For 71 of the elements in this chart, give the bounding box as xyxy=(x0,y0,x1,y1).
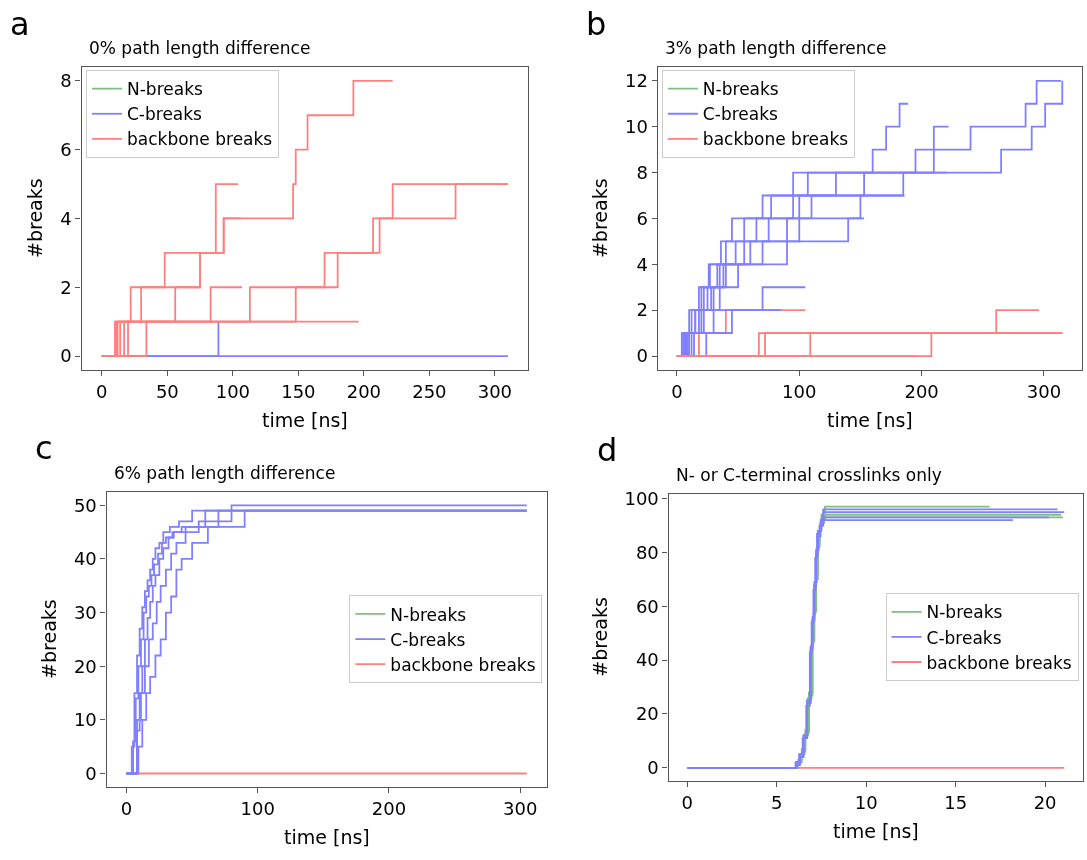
legend-label: N-breaks xyxy=(702,79,779,100)
chart-title: 6% path length difference xyxy=(114,463,336,483)
legend-label: backbone breaks xyxy=(390,654,536,675)
y-tick-label: 2 xyxy=(636,299,648,321)
x-tick-label: 15 xyxy=(944,791,968,813)
x-tick-label: 200 xyxy=(904,380,939,402)
text: a xyxy=(10,5,30,43)
x-tick-label: 300 xyxy=(503,797,538,819)
legend-label: C-breaks xyxy=(926,627,1002,648)
y-tick-label: 40 xyxy=(635,649,659,671)
x-tick-label: 300 xyxy=(1026,380,1062,402)
legend-label: N-breaks xyxy=(390,604,467,625)
y-tick-label: 80 xyxy=(635,541,659,563)
y-tick-label: 0 xyxy=(636,345,648,367)
x-tick-label: 100 xyxy=(782,380,817,402)
x-axis-title: time [ns] xyxy=(833,820,919,842)
text: b xyxy=(586,5,607,43)
x-axis-title: time [ns] xyxy=(284,826,370,848)
y-tick-label: 40 xyxy=(73,548,97,570)
x-tick-label: 0 xyxy=(120,797,133,819)
x-axis-title: time [ns] xyxy=(262,409,348,431)
chart-title: 0% path length difference xyxy=(89,38,311,58)
x-tick-label: 150 xyxy=(281,380,316,402)
chart-title: 3% path length difference xyxy=(665,38,887,58)
x-tick-label: 5 xyxy=(771,791,783,813)
y-tick-label: 4 xyxy=(636,253,648,275)
x-axis-title: time [ns] xyxy=(827,409,913,431)
x-tick-label: 100 xyxy=(240,797,275,819)
y-tick-label: 20 xyxy=(635,703,659,725)
y-tick-label: 0 xyxy=(60,345,72,367)
x-tick-label: 10 xyxy=(854,791,878,813)
x-tick-label: 50 xyxy=(155,380,179,402)
y-tick-label: 8 xyxy=(636,161,648,183)
x-tick-label: 300 xyxy=(477,380,513,402)
chart-title: N- or C-terminal crosslinks only xyxy=(676,465,942,485)
y-tick-label: 4 xyxy=(60,207,72,229)
x-tick-label: 0 xyxy=(681,791,694,813)
y-tick-label: 12 xyxy=(625,70,648,92)
x-tick-label: 100 xyxy=(215,380,251,402)
y-axis-title: #breaks xyxy=(589,597,612,677)
x-tick-label: 20 xyxy=(1033,791,1057,813)
y-tick-label: 0 xyxy=(85,762,97,784)
y-tick-label: 30 xyxy=(73,601,97,623)
y-tick-label: 6 xyxy=(60,138,72,160)
legend-label: backbone breaks xyxy=(702,129,849,150)
text: c xyxy=(35,429,53,467)
y-tick-label: 20 xyxy=(73,655,97,677)
legend-label: C-breaks xyxy=(702,104,779,125)
y-tick-label: 6 xyxy=(636,207,648,229)
y-tick-label: 100 xyxy=(624,487,659,509)
y-tick-label: 50 xyxy=(73,494,97,516)
y-tick-label: 8 xyxy=(60,70,72,92)
x-tick-label: 250 xyxy=(412,380,447,402)
y-tick-label: 0 xyxy=(647,757,659,779)
legend-label: N-breaks xyxy=(926,602,1003,623)
y-tick-label: 10 xyxy=(73,709,97,731)
y-tick-label: 2 xyxy=(60,276,72,298)
legend-label: C-breaks xyxy=(390,629,466,650)
y-tick-label: 60 xyxy=(635,595,659,617)
legend-label: N-breaks xyxy=(126,79,203,100)
x-tick-label: 200 xyxy=(371,797,407,819)
x-tick-label: 200 xyxy=(346,380,382,402)
y-axis-title: #breaks xyxy=(24,178,47,258)
legend-label: backbone breaks xyxy=(126,129,273,150)
text: d xyxy=(597,431,618,469)
x-tick-label: 0 xyxy=(671,380,683,402)
legend-label: backbone breaks xyxy=(926,652,1072,673)
y-axis-title: #breaks xyxy=(38,599,61,679)
y-tick-label: 10 xyxy=(625,116,648,138)
y-axis-title: #breaks xyxy=(589,178,612,259)
legend-label: C-breaks xyxy=(126,104,203,125)
